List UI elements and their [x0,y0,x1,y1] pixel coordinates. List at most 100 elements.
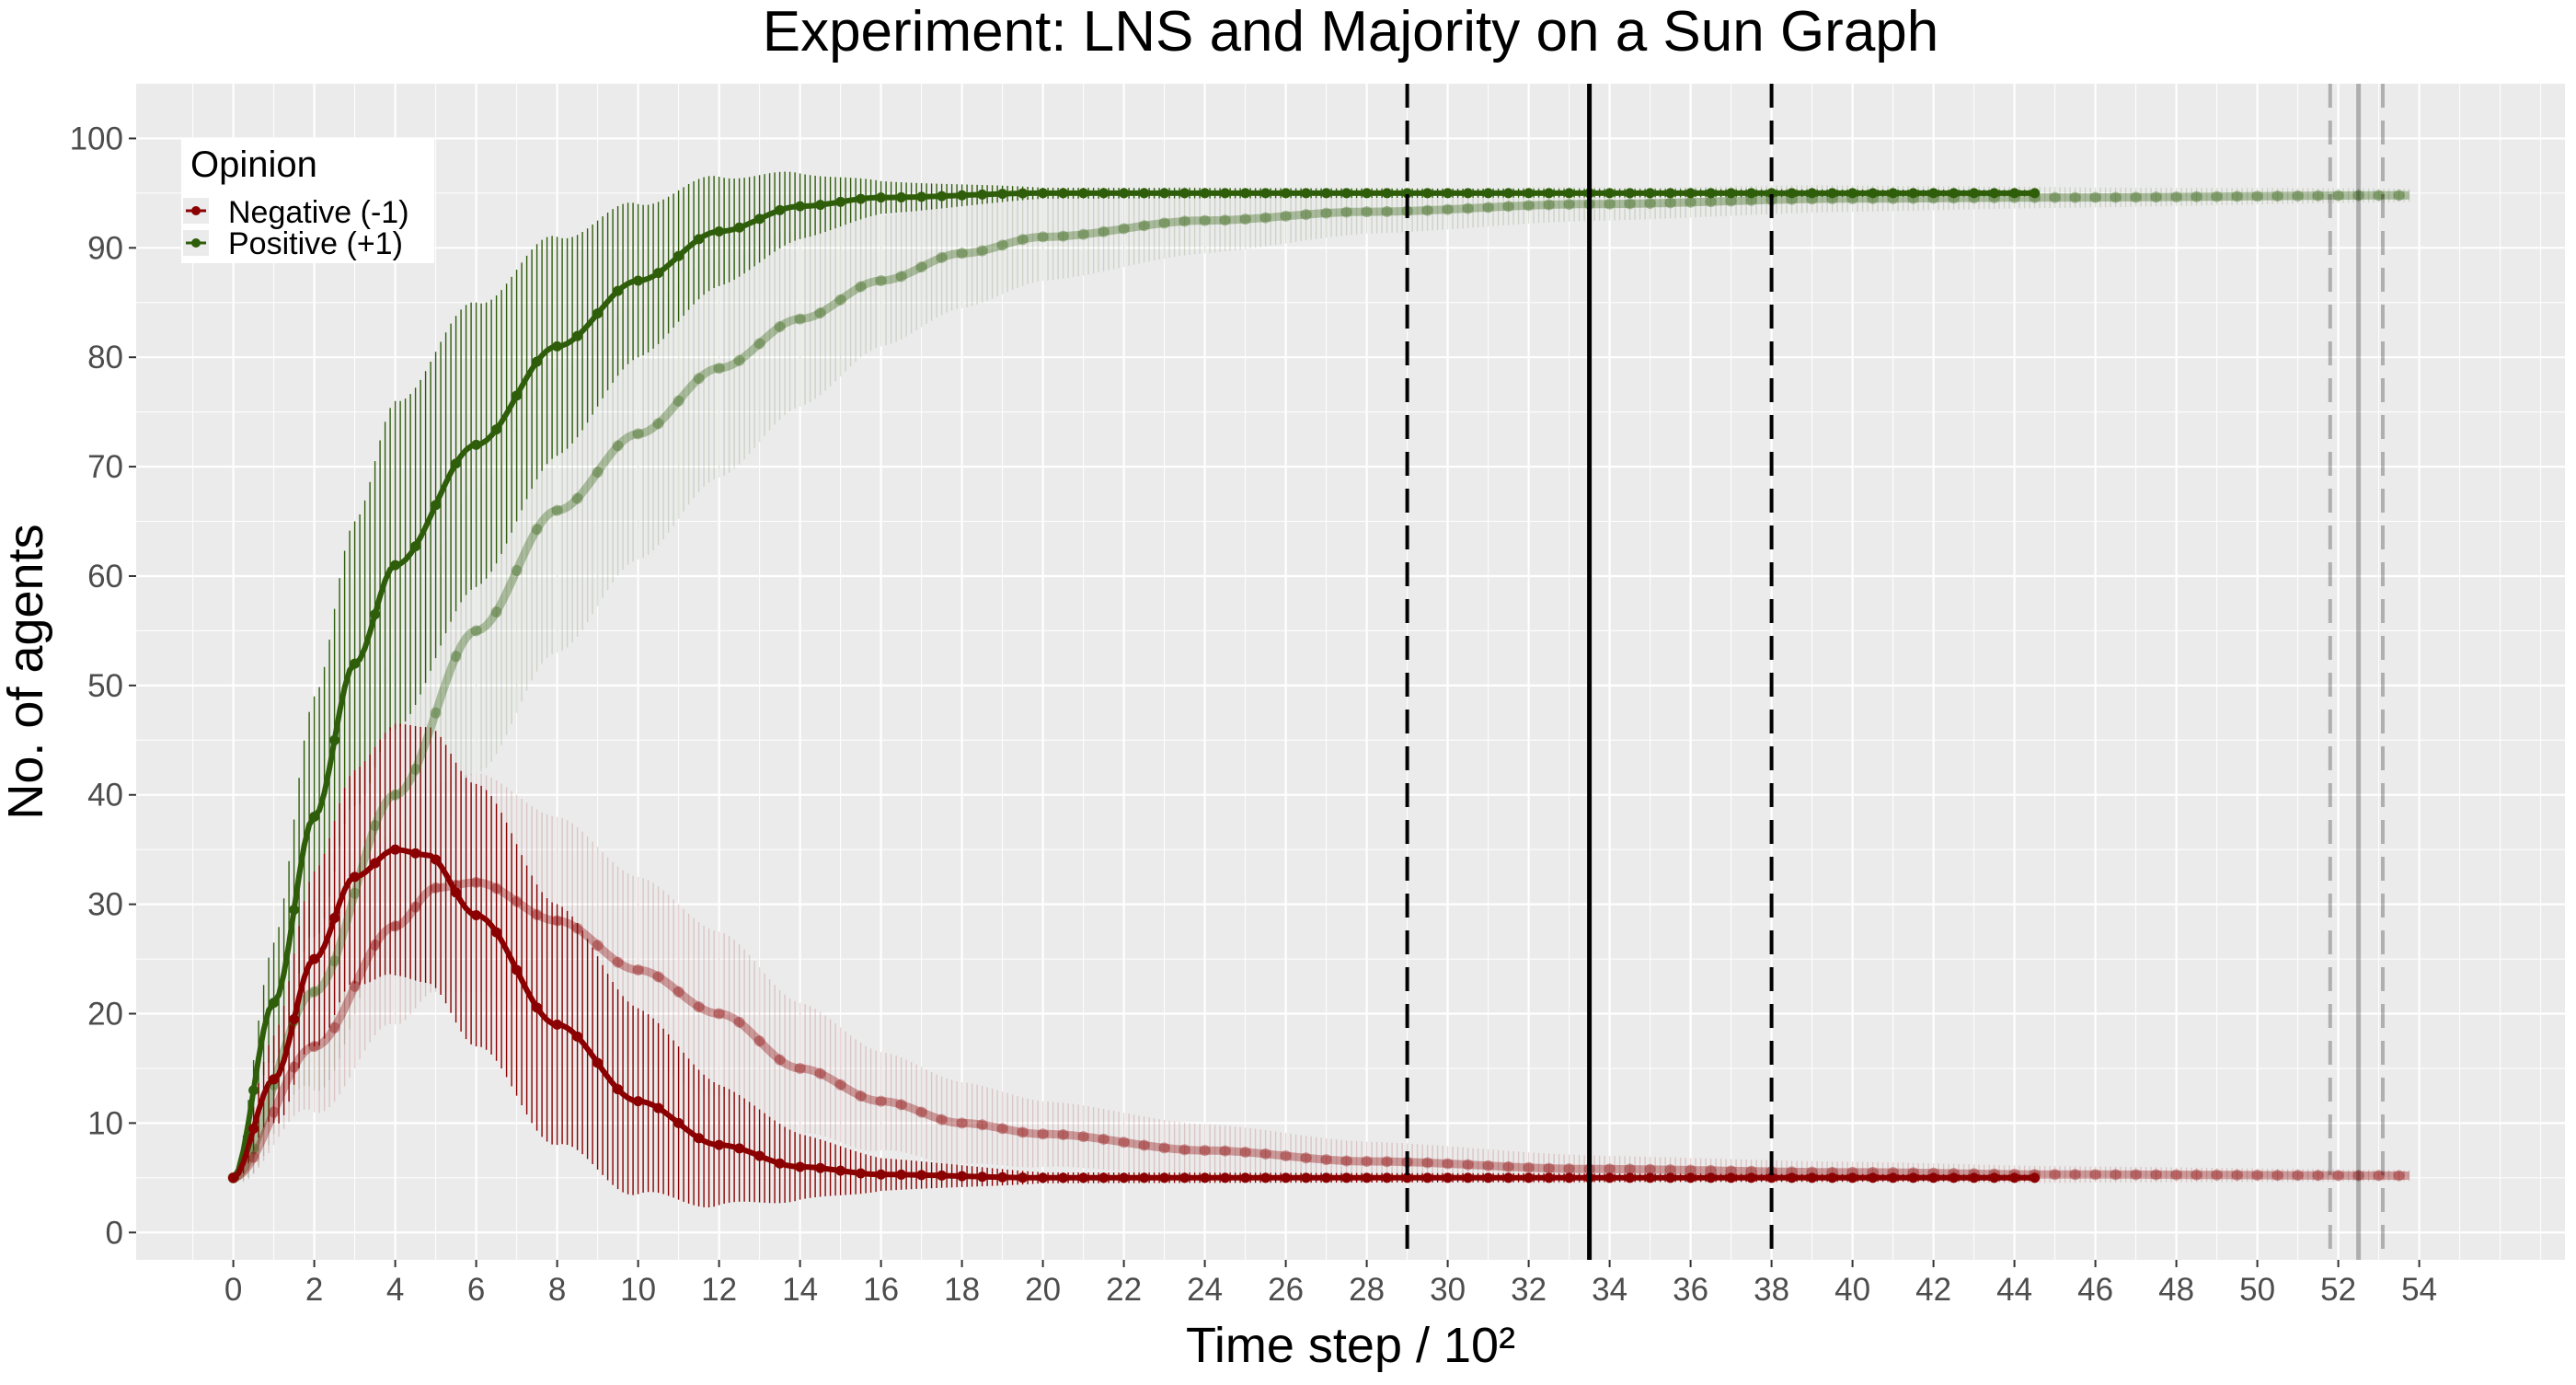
data-point [1281,188,1292,199]
data-point [1847,188,1858,199]
data-point [1543,199,1555,211]
data-point [693,373,705,385]
data-point [370,609,381,620]
x-tick-label: 2 [305,1272,323,1308]
data-point [1807,188,1818,199]
data-point [652,971,664,983]
data-point [2191,190,2202,202]
data-point [1544,1172,1555,1183]
data-point [1523,200,1535,212]
data-point [753,1035,765,1047]
y-tick-label: 80 [87,340,123,375]
data-point [1462,202,1474,214]
x-tick-label: 36 [1673,1272,1708,1308]
data-point [431,500,442,511]
data-point [937,1170,948,1181]
data-point [1705,1164,1717,1176]
data-point [490,606,502,617]
data-point [1524,188,1535,199]
data-point [1523,1161,1535,1173]
x-tick-label: 4 [386,1272,404,1308]
data-point [592,308,604,319]
data-point [714,225,725,237]
data-point [1503,188,1514,199]
data-point [976,1119,988,1131]
x-tick-label: 10 [620,1272,656,1308]
data-point [2393,1170,2405,1182]
data-point [1220,188,1231,199]
data-point [410,848,421,859]
y-tick-label: 70 [87,449,123,485]
x-tick-label: 24 [1187,1272,1223,1308]
data-point [531,908,543,920]
data-point [1463,1172,1474,1183]
data-point [2110,191,2122,203]
data-point [937,190,948,202]
data-point [673,1117,684,1128]
data-point [1908,1172,1919,1183]
data-point [794,313,806,325]
data-point [451,887,462,898]
data-point [1766,1172,1777,1183]
data-point [2170,190,2182,202]
data-point [1259,212,1271,224]
data-point [1362,188,1373,199]
data-point [389,920,401,932]
data-point [2211,1169,2223,1181]
data-point [1139,188,1150,199]
y-tick-label: 90 [87,230,123,266]
data-point [1625,1172,1636,1183]
data-point [450,651,462,663]
data-point [997,1171,1008,1183]
data-point [511,565,523,577]
data-point [491,424,502,435]
data-point [1502,1160,1514,1172]
data-point [694,1133,705,1144]
data-point [512,390,523,401]
data-point [1220,1172,1231,1183]
legend-background [181,138,434,263]
data-point [1989,1172,2000,1183]
data-point [1726,1172,1737,1183]
data-point [369,939,381,951]
data-point [1827,1172,1838,1183]
data-point [1382,188,1393,199]
data-point [896,191,907,202]
data-point [2009,188,2020,199]
data-point [1018,188,1029,199]
data-point [1118,223,1130,235]
data-point [431,854,442,865]
data-point [633,1096,644,1107]
data-point [1664,197,1676,209]
data-point [875,274,887,286]
data-point [2352,190,2364,202]
data-point [916,1170,927,1181]
data-point [1179,1144,1190,1156]
data-point [673,395,684,407]
points-faded [227,190,2405,1183]
data-point [1482,1160,1494,1171]
data-point [834,294,846,306]
x-tick-label: 48 [2158,1272,2194,1308]
data-point [1604,188,1616,199]
x-tick-label: 16 [863,1272,899,1308]
data-point [774,320,786,332]
data-point [1544,188,1555,199]
data-point [1685,1172,1696,1183]
data-point [1604,198,1616,210]
data-point [1969,188,1980,199]
y-tick-label: 50 [87,668,123,704]
data-point [269,1074,280,1085]
data-point [814,1068,826,1079]
data-point [490,883,502,894]
x-tick-label: 22 [1106,1272,1142,1308]
x-tick-label: 20 [1025,1272,1061,1308]
data-point [228,1172,239,1183]
data-point [795,1161,806,1172]
data-point [1502,201,1514,213]
data-point [876,192,887,203]
series-line-faded [231,190,2409,1182]
data-point [2150,191,2162,203]
data-point [2292,1170,2304,1182]
data-point [1928,188,1939,199]
